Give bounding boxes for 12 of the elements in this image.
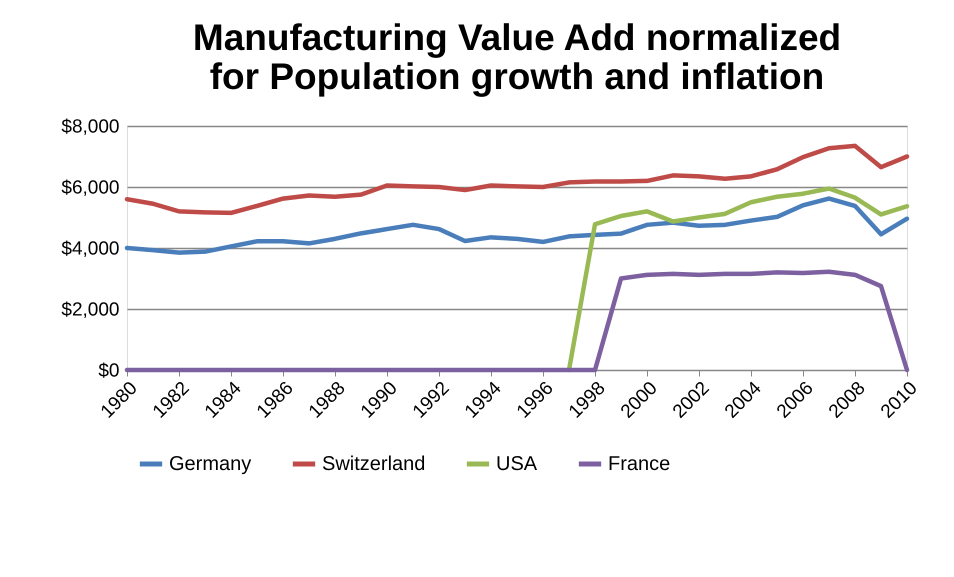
chart-title: Manufacturing Value Add normalized for Population growth and inflation: [192, 17, 842, 97]
y-tick-label: $4,000: [61, 238, 120, 260]
legend-label: France: [608, 453, 670, 475]
legend-label: Germany: [169, 453, 252, 475]
y-tick-label: $6,000: [61, 178, 120, 198]
legend-label: Switzerland: [322, 453, 426, 475]
line-series: [124, 196, 910, 255]
y-tick-label: $8,000: [61, 116, 120, 138]
y-tick-label: $0: [98, 360, 120, 382]
legend-label: USA: [496, 453, 538, 475]
line-series: [124, 144, 910, 216]
y-tick-label: $2,000: [61, 300, 120, 320]
